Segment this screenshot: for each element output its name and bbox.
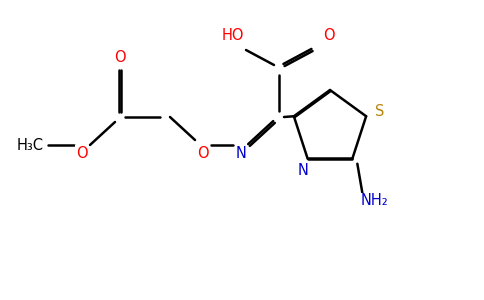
Text: N: N [297, 163, 308, 178]
Text: O: O [114, 50, 126, 65]
Text: O: O [197, 146, 209, 160]
Text: H₃C: H₃C [16, 137, 44, 152]
Text: HO: HO [222, 28, 244, 43]
Text: O: O [323, 28, 335, 43]
Text: O: O [76, 146, 88, 160]
Text: N: N [236, 146, 246, 160]
Text: S: S [376, 104, 385, 119]
Text: NH₂: NH₂ [361, 193, 388, 208]
